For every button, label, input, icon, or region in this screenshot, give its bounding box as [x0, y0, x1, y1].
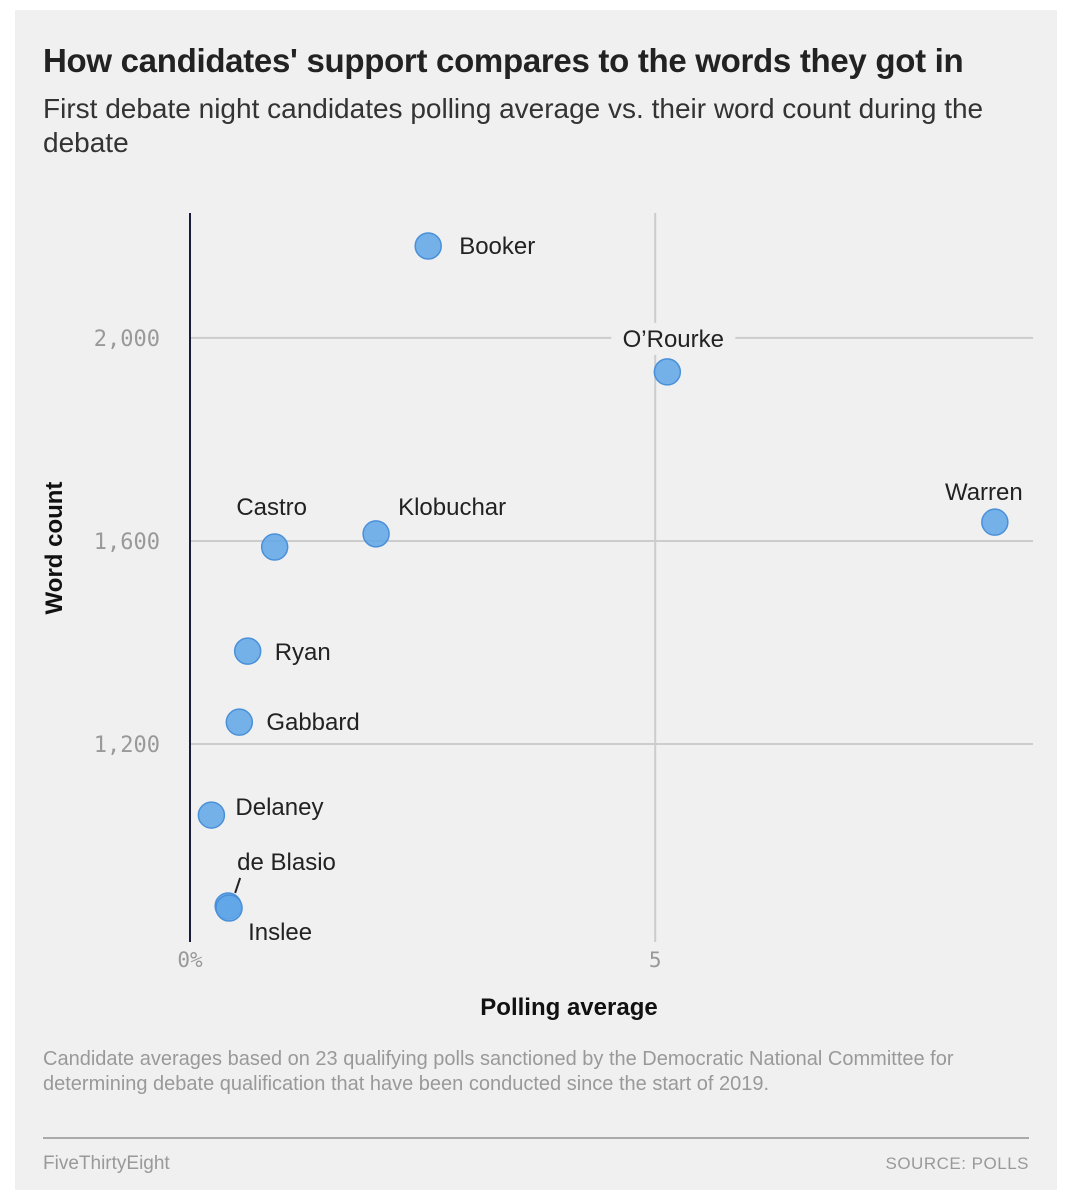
- data-point: [260, 533, 289, 561]
- x-axis-label: Polling average: [480, 994, 657, 1021]
- data-point: [653, 358, 682, 386]
- data-point: [414, 232, 442, 260]
- point-label: Warren: [945, 479, 1023, 506]
- scatter-plot: 1,200 1,600 2,000 0% 5 Polling average Word co…: [41, 213, 1033, 1021]
- point-label: de Blasio: [237, 849, 336, 876]
- x-tick-label: 5: [649, 948, 662, 972]
- data-point: [215, 894, 243, 922]
- source-label: SOURCE: POLLS: [885, 1154, 1029, 1173]
- data-point: [233, 637, 262, 665]
- point-label: Castro: [236, 494, 307, 521]
- leader-line: [234, 877, 242, 894]
- chart-title: How candidates' support compares to the …: [43, 42, 964, 79]
- y-tick-label: 2,000: [94, 327, 160, 352]
- brand-label: FiveThirtyEight: [43, 1153, 170, 1174]
- point-label: O’Rourke: [623, 326, 724, 353]
- chart-card: [15, 10, 1057, 1190]
- chart-subtitle: First debate night candidates polling av…: [43, 93, 984, 158]
- point-label: Inslee: [248, 919, 312, 946]
- y-axis-label: Word count: [41, 482, 68, 615]
- data-point: [981, 508, 1009, 536]
- data-point: [362, 520, 390, 548]
- label-background: [611, 322, 736, 355]
- point-label: Booker: [459, 233, 535, 260]
- point-label: Delaney: [235, 794, 323, 821]
- point-label: Gabbard: [266, 709, 359, 736]
- x-tick-label: 0%: [177, 948, 203, 972]
- y-tick-label: 1,200: [94, 733, 160, 758]
- point-label: Klobuchar: [398, 494, 506, 521]
- y-tick-label: 1,600: [94, 530, 160, 555]
- footer-divider: [43, 1137, 1029, 1139]
- data-point: [225, 708, 254, 736]
- chart-note: Candidate averages based on 23 qualifyin…: [43, 1048, 954, 1095]
- data-point: [197, 801, 226, 829]
- point-label: Ryan: [275, 639, 331, 666]
